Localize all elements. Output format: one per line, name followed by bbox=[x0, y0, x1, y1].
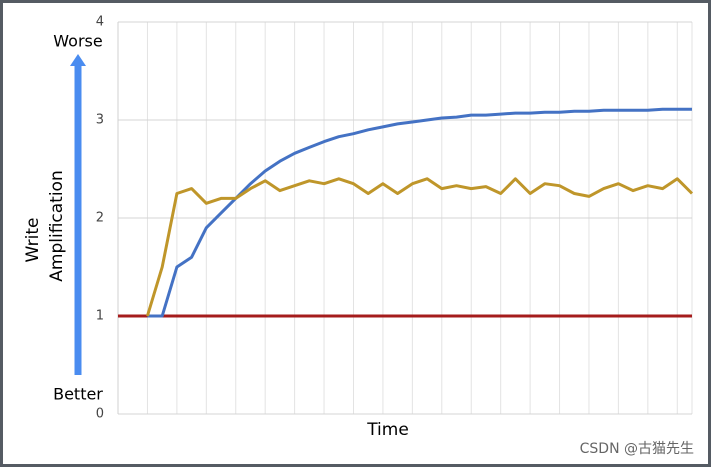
series-line bbox=[145, 177, 694, 317]
y-tick-label: 2 bbox=[96, 211, 104, 226]
y-tick-label: 0 bbox=[96, 407, 104, 422]
arrow-head bbox=[70, 54, 86, 66]
y-label-line: Write bbox=[23, 218, 43, 263]
y-tick-label: 3 bbox=[96, 113, 104, 128]
y-tick-label: 4 bbox=[96, 15, 104, 30]
y-tick-label: 1 bbox=[96, 309, 104, 324]
better-label: Better bbox=[53, 385, 103, 404]
x-label: Time bbox=[366, 420, 409, 440]
watermark: CSDN @古猫先生 bbox=[580, 441, 694, 457]
y-label-line: Amplification bbox=[47, 170, 67, 281]
worse-label: Worse bbox=[53, 32, 102, 51]
